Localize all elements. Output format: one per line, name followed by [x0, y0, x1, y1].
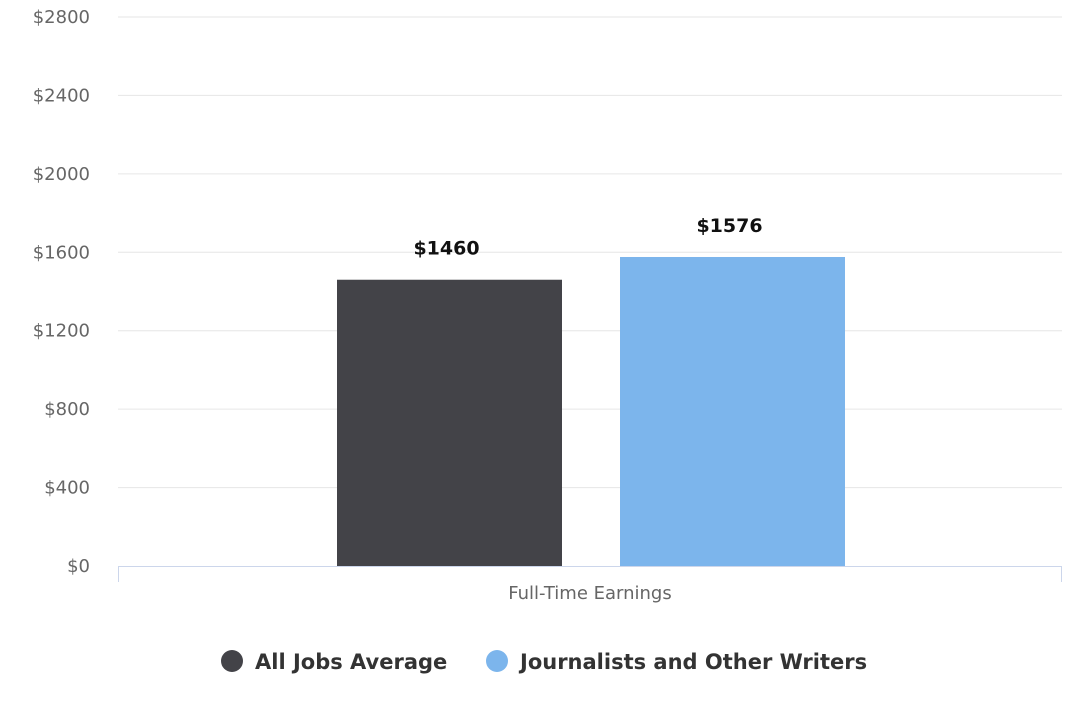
- bar-value-label: $1460: [413, 238, 479, 260]
- legend-marker-icon: [486, 650, 508, 672]
- y-tick-label: $0: [67, 556, 90, 577]
- bar-all-jobs-average[interactable]: [337, 279, 562, 566]
- y-tick-label: $2400: [33, 85, 90, 106]
- legend-label: All Jobs Average: [255, 650, 447, 674]
- x-axis: Full-Time Earnings: [118, 566, 1062, 604]
- legend-item-all-jobs-average[interactable]: All Jobs Average: [221, 650, 447, 674]
- y-tick-label: $2800: [33, 7, 90, 28]
- y-tick-label: $1200: [33, 321, 90, 342]
- y-tick-label: $800: [44, 399, 90, 420]
- bars: [337, 256, 845, 566]
- legend-marker-icon: [221, 650, 243, 672]
- bar-value-label: $1576: [696, 215, 762, 237]
- data-labels: $1460 $1576: [413, 215, 762, 260]
- y-tick-label: $1600: [33, 242, 90, 263]
- legend: All Jobs Average Journalists and Other Wr…: [221, 650, 867, 674]
- y-tick-label: $2000: [33, 164, 90, 185]
- y-axis-tick-labels: $0 $400 $800 $1200 $1600 $2000 $2400 $2800: [33, 7, 90, 577]
- legend-label: Journalists and Other Writers: [518, 650, 867, 674]
- gridlines: [118, 16, 1062, 489]
- legend-item-journalists-and-other-writers[interactable]: Journalists and Other Writers: [486, 650, 867, 674]
- bar-journalists-and-other-writers[interactable]: [620, 256, 845, 566]
- x-category-label: Full-Time Earnings: [508, 583, 672, 604]
- y-tick-label: $400: [44, 478, 90, 499]
